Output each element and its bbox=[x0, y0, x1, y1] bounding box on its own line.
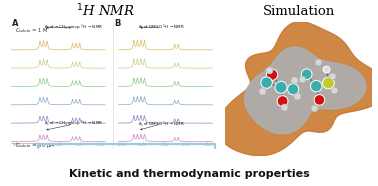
Point bbox=[294, 94, 300, 97]
Text: 0.46: 0.46 bbox=[55, 142, 63, 147]
Point bbox=[316, 98, 322, 101]
Text: Simulation: Simulation bbox=[262, 5, 335, 18]
Text: 0.92: 0.92 bbox=[203, 142, 211, 147]
Point bbox=[324, 68, 330, 71]
Point bbox=[281, 105, 287, 108]
Polygon shape bbox=[217, 22, 378, 156]
Point bbox=[280, 100, 286, 103]
Text: 0.50: 0.50 bbox=[161, 142, 168, 147]
Point bbox=[278, 86, 284, 89]
Point bbox=[313, 85, 319, 88]
Point bbox=[290, 88, 296, 91]
Point bbox=[299, 78, 305, 81]
Point bbox=[269, 73, 275, 76]
Point bbox=[259, 90, 265, 93]
Point bbox=[266, 68, 272, 71]
Text: B: B bbox=[115, 19, 121, 28]
Text: $^{1}$H NMR: $^{1}$H NMR bbox=[76, 3, 135, 20]
Point bbox=[325, 81, 332, 84]
Text: $C_\mathrm{solute}$ = 1 M: $C_\mathrm{solute}$ = 1 M bbox=[15, 26, 49, 35]
Text: 0.29: 0.29 bbox=[139, 142, 147, 147]
Point bbox=[263, 81, 270, 84]
Text: 0.67: 0.67 bbox=[76, 142, 84, 147]
Text: Kinetic and thermodynamic properties: Kinetic and thermodynamic properties bbox=[69, 169, 309, 179]
Text: $\delta_s$ of $-$CH$_3$ group $^1$H $-$ NMR: $\delta_s$ of $-$CH$_3$ group $^1$H $-$ … bbox=[44, 119, 103, 130]
Text: $C_\mathrm{solute}$ = 50 $\mu$M: $C_\mathrm{solute}$ = 50 $\mu$M bbox=[15, 141, 56, 150]
Point bbox=[315, 60, 321, 63]
Point bbox=[311, 106, 317, 109]
Text: A: A bbox=[12, 19, 19, 28]
Text: $\delta_s$ of DMSO $^1$H $-$ NMR: $\delta_s$ of DMSO $^1$H $-$ NMR bbox=[138, 23, 185, 32]
Point bbox=[304, 73, 310, 76]
Point bbox=[331, 89, 337, 92]
Text: 0.71: 0.71 bbox=[182, 142, 190, 147]
Text: $\delta_s$ of DMSO $^1$H $-$ NMR: $\delta_s$ of DMSO $^1$H $-$ NMR bbox=[138, 119, 185, 130]
Polygon shape bbox=[245, 47, 366, 134]
Text: 0.88: 0.88 bbox=[97, 142, 105, 147]
Text: 0.26: 0.26 bbox=[34, 142, 42, 147]
Text: $\delta_s$ of $-$CH$_3$ group $^1$H $-$ NMR: $\delta_s$ of $-$CH$_3$ group $^1$H $-$ … bbox=[44, 23, 103, 33]
Text: 0.08: 0.08 bbox=[118, 142, 125, 147]
Point bbox=[291, 79, 297, 82]
Text: 0.05: 0.05 bbox=[12, 142, 20, 147]
Point bbox=[329, 75, 335, 78]
